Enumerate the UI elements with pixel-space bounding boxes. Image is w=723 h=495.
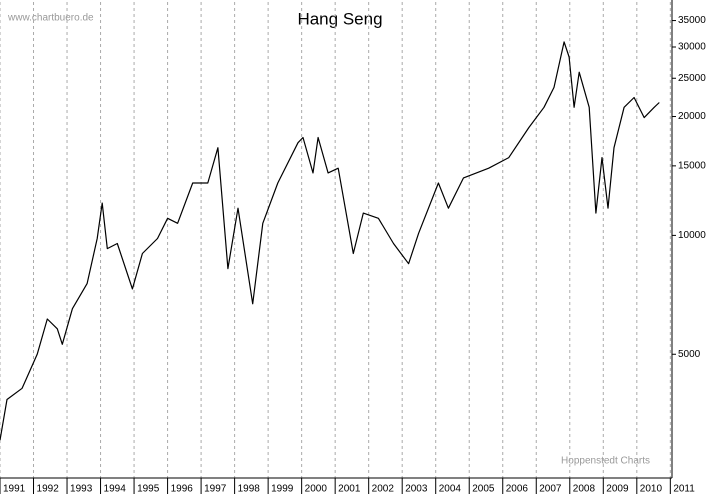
x-tick-label: 2000 [305,484,328,495]
x-tick-label: 2001 [338,484,361,495]
x-tick-label: 1994 [104,484,127,495]
x-tick-label: 2011 [673,484,695,495]
x-tick-label: 1991 [3,484,26,495]
x-tick-label: 1998 [238,484,261,495]
credit-label: Hoppenstedt Charts [561,456,650,467]
x-tick-label: 1995 [137,484,160,495]
x-tick-label: 2002 [372,484,395,495]
x-tick-label: 1993 [70,484,93,495]
x-tick-label: 2009 [606,484,629,495]
x-tick-label: 2004 [439,484,462,495]
x-tick-label: 2005 [472,484,495,495]
x-tick-label: 2007 [539,484,562,495]
y-tick-label: 25000 [678,73,706,84]
y-tick-label: 15000 [678,161,706,172]
y-tick-label: 30000 [678,42,706,53]
y-tick-label: 20000 [678,111,706,122]
chart-title: Hang Seng [297,9,382,28]
x-tick-label: 1999 [271,484,294,495]
y-tick-label: 10000 [678,230,706,241]
x-tick-label: 2006 [506,484,529,495]
price-line [0,41,660,441]
x-tick-label: 2010 [640,484,663,495]
source-label: www.chartbuero.de [7,13,94,24]
x-tick-label: 1992 [37,484,60,495]
x-tick-label: 1996 [171,484,194,495]
x-tick-label: 2008 [573,484,596,495]
x-tick-label: 1997 [204,484,227,495]
x-tick-label: 2003 [405,484,428,495]
y-tick-label: 35000 [678,15,706,26]
y-tick-label: 5000 [678,349,701,360]
